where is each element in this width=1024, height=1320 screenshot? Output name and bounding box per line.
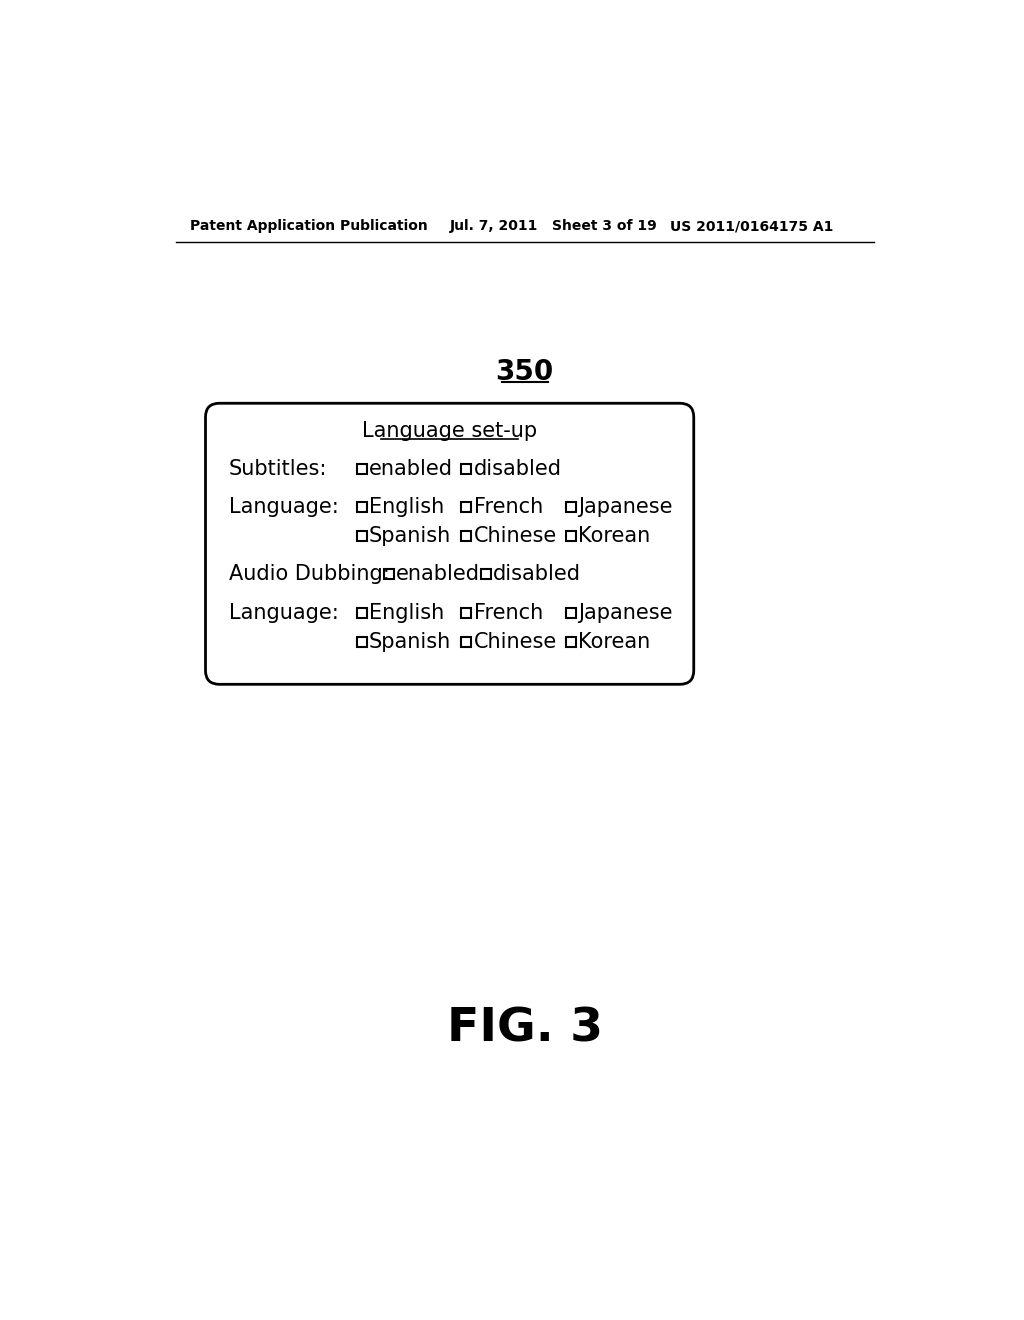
Text: Patent Application Publication: Patent Application Publication xyxy=(190,219,428,234)
Bar xyxy=(461,463,471,474)
Text: Subtitles:: Subtitles: xyxy=(228,459,327,479)
Text: disabled: disabled xyxy=(493,564,581,585)
Text: English: English xyxy=(369,498,444,517)
Bar xyxy=(356,607,367,618)
Bar xyxy=(384,569,394,579)
Text: Language set-up: Language set-up xyxy=(362,421,538,441)
Text: Spanish: Spanish xyxy=(369,525,452,545)
Bar xyxy=(566,502,575,512)
Bar xyxy=(480,569,490,579)
Bar xyxy=(461,502,471,512)
Text: French: French xyxy=(474,603,543,623)
Bar xyxy=(566,607,575,618)
Bar xyxy=(566,531,575,541)
Text: Chinese: Chinese xyxy=(474,525,557,545)
Text: French: French xyxy=(474,498,543,517)
Bar xyxy=(356,638,367,647)
Bar xyxy=(461,607,471,618)
Bar xyxy=(356,463,367,474)
Text: Chinese: Chinese xyxy=(474,632,557,652)
Text: Language:: Language: xyxy=(228,498,339,517)
Text: Audio Dubbing:: Audio Dubbing: xyxy=(228,564,389,585)
Text: disabled: disabled xyxy=(474,459,561,479)
Text: English: English xyxy=(369,603,444,623)
Bar xyxy=(356,531,367,541)
Bar xyxy=(566,638,575,647)
Text: enabled: enabled xyxy=(369,459,453,479)
Text: Korean: Korean xyxy=(579,525,650,545)
Text: FIG. 3: FIG. 3 xyxy=(446,1006,603,1051)
Text: Korean: Korean xyxy=(579,632,650,652)
Text: Jul. 7, 2011   Sheet 3 of 19: Jul. 7, 2011 Sheet 3 of 19 xyxy=(450,219,657,234)
Text: Japanese: Japanese xyxy=(579,498,673,517)
Bar xyxy=(461,531,471,541)
Text: Language:: Language: xyxy=(228,603,339,623)
Text: enabled: enabled xyxy=(396,564,480,585)
Bar xyxy=(356,502,367,512)
Text: Japanese: Japanese xyxy=(579,603,673,623)
FancyBboxPatch shape xyxy=(206,404,693,684)
Text: 350: 350 xyxy=(496,359,554,387)
Text: Spanish: Spanish xyxy=(369,632,452,652)
Text: US 2011/0164175 A1: US 2011/0164175 A1 xyxy=(671,219,834,234)
Bar xyxy=(461,638,471,647)
